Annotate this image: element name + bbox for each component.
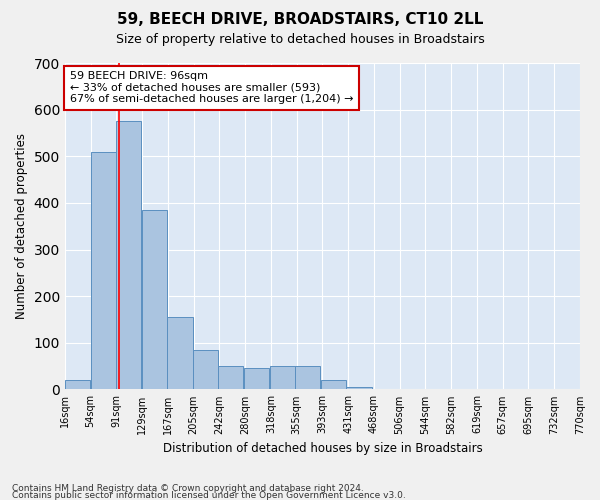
Bar	[321, 380, 346, 390]
Bar	[193, 350, 218, 390]
Text: Size of property relative to detached houses in Broadstairs: Size of property relative to detached ho…	[116, 32, 484, 46]
Bar	[218, 366, 244, 390]
X-axis label: Distribution of detached houses by size in Broadstairs: Distribution of detached houses by size …	[163, 442, 482, 455]
Bar	[142, 210, 167, 390]
Bar	[295, 366, 320, 390]
Bar	[116, 122, 141, 390]
Bar	[167, 317, 193, 390]
Bar	[65, 380, 90, 390]
Text: Contains public sector information licensed under the Open Government Licence v3: Contains public sector information licen…	[12, 492, 406, 500]
Y-axis label: Number of detached properties: Number of detached properties	[15, 133, 28, 319]
Bar	[91, 152, 116, 390]
Bar	[346, 387, 371, 390]
Text: Contains HM Land Registry data © Crown copyright and database right 2024.: Contains HM Land Registry data © Crown c…	[12, 484, 364, 493]
Text: 59, BEECH DRIVE, BROADSTAIRS, CT10 2LL: 59, BEECH DRIVE, BROADSTAIRS, CT10 2LL	[117, 12, 483, 28]
Text: 59 BEECH DRIVE: 96sqm
← 33% of detached houses are smaller (593)
67% of semi-det: 59 BEECH DRIVE: 96sqm ← 33% of detached …	[70, 71, 353, 104]
Bar	[244, 368, 269, 390]
Bar	[270, 366, 295, 390]
